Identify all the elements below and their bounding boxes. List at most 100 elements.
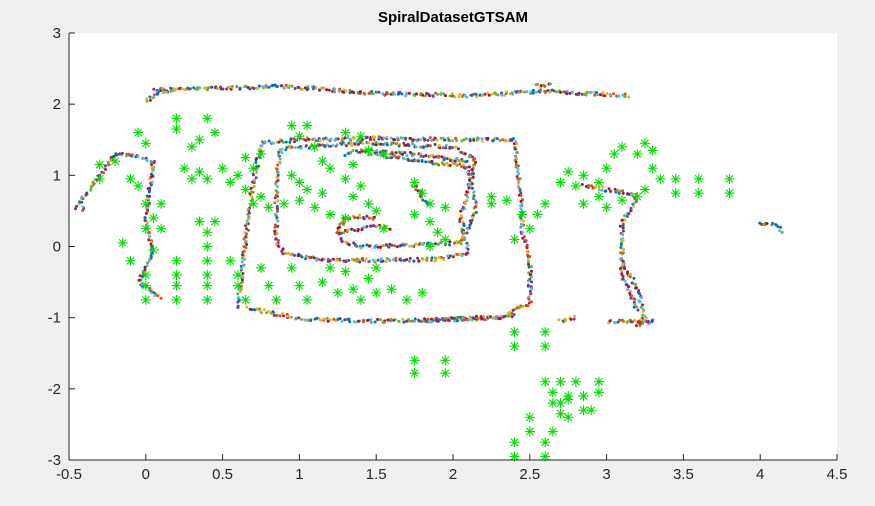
trajectory-point — [377, 137, 381, 141]
trajectory-point — [376, 245, 380, 249]
trajectory-point — [314, 86, 318, 90]
trajectory-point — [431, 94, 435, 98]
trajectory-point — [612, 92, 616, 96]
trajectory-point — [459, 242, 463, 246]
trajectory-point — [301, 87, 305, 91]
trajectory-point — [391, 258, 395, 262]
trajectory-point — [528, 255, 532, 258]
trajectory-point — [344, 144, 348, 148]
trajectory-point — [149, 160, 153, 164]
trajectory-point — [107, 163, 111, 167]
landmark-point — [202, 227, 213, 238]
trajectory-point — [277, 160, 281, 164]
trajectory-point — [312, 137, 316, 141]
landmark-point — [593, 191, 604, 202]
landmark-point — [171, 280, 182, 291]
trajectory-point — [440, 92, 443, 96]
trajectory-point — [238, 290, 242, 294]
trajectory-point — [434, 91, 437, 95]
landmark-point — [279, 198, 290, 209]
trajectory-point — [529, 285, 533, 289]
trajectory-point — [73, 207, 77, 211]
trajectory-point — [395, 245, 399, 249]
trajectory-point — [450, 92, 454, 96]
trajectory-point — [526, 304, 530, 308]
trajectory-point — [366, 319, 370, 322]
trajectory-point — [520, 90, 524, 94]
trajectory-point — [425, 258, 429, 261]
trajectory-point — [281, 140, 285, 144]
trajectory-point — [412, 152, 416, 156]
trajectory-point — [414, 188, 418, 192]
landmark-point — [409, 355, 420, 366]
trajectory-point — [466, 243, 470, 247]
axes-background — [69, 33, 837, 460]
trajectory-point — [433, 259, 437, 263]
trajectory-point — [379, 245, 383, 249]
trajectory-point — [472, 138, 476, 142]
trajectory-point — [608, 319, 612, 323]
trajectory-point — [328, 318, 332, 322]
trajectory-point — [519, 199, 523, 203]
trajectory-point — [281, 252, 285, 256]
trajectory-point — [273, 201, 277, 205]
trajectory-point — [620, 218, 624, 222]
trajectory-point — [334, 144, 338, 148]
landmark-point — [340, 213, 351, 224]
trajectory-point — [457, 159, 461, 163]
trajectory-point — [621, 229, 625, 233]
trajectory-point — [247, 207, 251, 211]
trajectory-point — [623, 279, 627, 283]
trajectory-point — [458, 253, 462, 257]
trajectory-point — [468, 182, 471, 186]
landmark-point — [209, 216, 220, 227]
trajectory-point — [564, 319, 568, 322]
trajectory-point — [474, 160, 478, 164]
landmark-point — [540, 326, 551, 337]
landmark-point — [202, 241, 213, 252]
trajectory-point — [592, 90, 596, 94]
trajectory-point — [584, 93, 588, 97]
landmark-point — [171, 294, 182, 305]
trajectory-point — [436, 242, 440, 246]
trajectory-point — [430, 256, 434, 260]
landmark-point — [248, 163, 259, 174]
trajectory-point — [276, 219, 280, 223]
trajectory-point — [277, 239, 280, 242]
trajectory-point — [80, 200, 84, 204]
trajectory-point — [525, 250, 529, 253]
trajectory-point — [424, 153, 428, 157]
trajectory-point — [325, 316, 329, 320]
trajectory-point — [314, 258, 318, 262]
trajectory-point — [516, 177, 520, 181]
trajectory-point — [453, 95, 457, 99]
trajectory-point — [240, 260, 244, 264]
trajectory-point — [333, 90, 336, 94]
trajectory-point — [323, 145, 327, 149]
landmark-point — [171, 124, 182, 135]
trajectory-point — [633, 201, 636, 205]
landmark-point — [232, 170, 243, 181]
trajectory-point — [353, 142, 357, 146]
landmark-point — [578, 170, 589, 181]
trajectory-point — [633, 297, 637, 301]
trajectory-point — [506, 311, 510, 315]
trajectory-point — [358, 260, 362, 264]
trajectory-point — [275, 204, 279, 208]
trajectory-point — [450, 146, 454, 150]
trajectory-point — [465, 159, 469, 163]
trajectory-point — [312, 256, 316, 260]
trajectory-point — [510, 91, 514, 95]
trajectory-point — [433, 143, 437, 146]
trajectory-point — [358, 213, 361, 217]
trajectory-point — [297, 86, 301, 89]
trajectory-point — [274, 237, 278, 241]
y-tick-label: -3 — [48, 452, 61, 469]
trajectory-point — [419, 152, 423, 156]
landmark-point — [171, 113, 182, 124]
landmark-point — [294, 280, 305, 291]
trajectory-point — [423, 137, 427, 141]
landmark-point — [256, 191, 266, 202]
trajectory-point — [462, 163, 466, 167]
